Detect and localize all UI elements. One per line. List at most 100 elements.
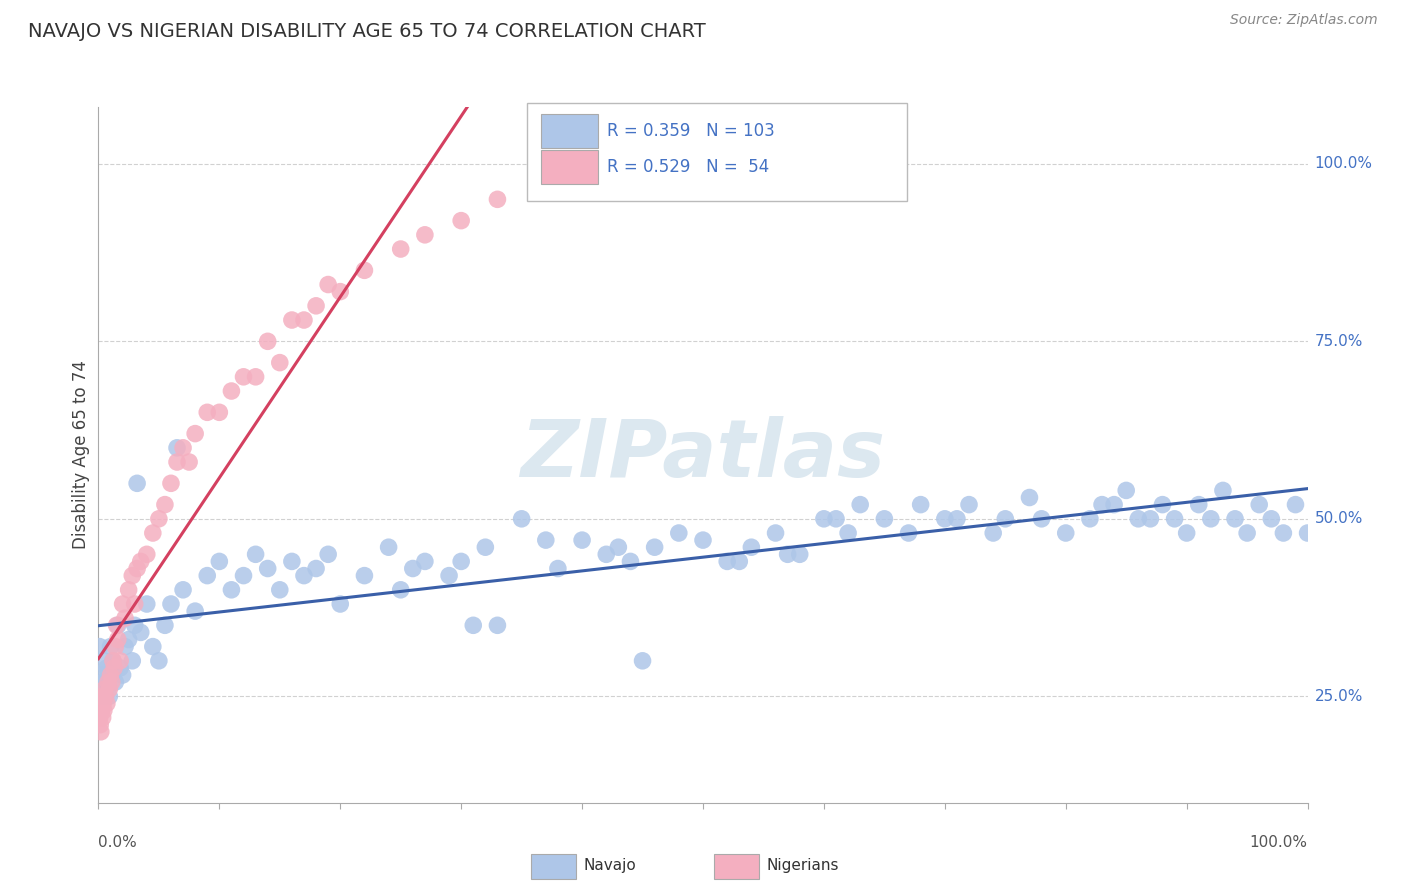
- Point: [107, 632, 129, 647]
- Point: [571, 533, 593, 548]
- Point: [728, 554, 751, 568]
- Point: [269, 356, 291, 370]
- Text: R = 0.359   N = 103: R = 0.359 N = 103: [607, 122, 775, 140]
- Point: [789, 547, 811, 561]
- Point: [316, 277, 339, 292]
- Point: [195, 405, 218, 419]
- Text: NAVAJO VS NIGERIAN DISABILITY AGE 65 TO 74 CORRELATION CHART: NAVAJO VS NIGERIAN DISABILITY AGE 65 TO …: [28, 22, 706, 41]
- Point: [127, 561, 149, 575]
- Point: [377, 540, 399, 554]
- Point: [316, 547, 339, 561]
- Point: [474, 540, 496, 554]
- Point: [107, 618, 129, 632]
- Point: [1223, 512, 1246, 526]
- Point: [329, 285, 352, 299]
- Point: [103, 661, 125, 675]
- Point: [1152, 498, 1174, 512]
- Point: [91, 710, 114, 724]
- Point: [1163, 512, 1185, 526]
- Point: [114, 640, 136, 654]
- Point: [256, 561, 278, 575]
- Point: [957, 498, 980, 512]
- Point: [91, 675, 114, 690]
- Point: [90, 724, 112, 739]
- Point: [208, 405, 231, 419]
- Point: [716, 554, 738, 568]
- Point: [172, 582, 194, 597]
- Point: [100, 675, 122, 690]
- Point: [98, 690, 121, 704]
- Point: [98, 682, 121, 697]
- Point: [450, 213, 472, 227]
- Point: [96, 661, 118, 675]
- Point: [89, 640, 111, 654]
- Point: [619, 554, 641, 568]
- Point: [111, 668, 134, 682]
- Point: [129, 554, 152, 568]
- Point: [153, 618, 176, 632]
- Point: [104, 675, 127, 690]
- Point: [124, 618, 146, 632]
- Text: Source: ZipAtlas.com: Source: ZipAtlas.com: [1230, 13, 1378, 28]
- Text: 75.0%: 75.0%: [1315, 334, 1362, 349]
- Point: [160, 597, 183, 611]
- Point: [1236, 526, 1258, 541]
- Point: [91, 690, 114, 704]
- Point: [1102, 498, 1125, 512]
- Point: [245, 547, 267, 561]
- Point: [281, 313, 304, 327]
- Point: [135, 597, 157, 611]
- Point: [184, 426, 207, 441]
- Point: [437, 568, 460, 582]
- Text: 25.0%: 25.0%: [1315, 689, 1362, 704]
- Point: [245, 369, 267, 384]
- Point: [124, 597, 146, 611]
- Point: [329, 597, 352, 611]
- Point: [232, 369, 254, 384]
- Point: [166, 455, 188, 469]
- Point: [96, 697, 118, 711]
- Point: [172, 441, 194, 455]
- Point: [849, 498, 872, 512]
- Point: [765, 526, 787, 541]
- Point: [97, 668, 120, 682]
- Point: [89, 710, 111, 724]
- Point: [1018, 491, 1040, 505]
- Point: [111, 597, 134, 611]
- Point: [353, 263, 375, 277]
- Point: [118, 582, 141, 597]
- Point: [1128, 512, 1150, 526]
- Point: [1078, 512, 1101, 526]
- Point: [1188, 498, 1211, 512]
- Point: [946, 512, 969, 526]
- Point: [994, 512, 1017, 526]
- Text: 50.0%: 50.0%: [1315, 511, 1362, 526]
- Point: [153, 498, 176, 512]
- Point: [101, 654, 124, 668]
- Point: [353, 568, 375, 582]
- Point: [644, 540, 666, 554]
- Point: [1212, 483, 1234, 498]
- Point: [97, 675, 120, 690]
- Point: [104, 640, 127, 654]
- Point: [101, 654, 124, 668]
- Point: [142, 640, 165, 654]
- Point: [108, 654, 131, 668]
- Point: [486, 618, 509, 632]
- Point: [389, 582, 412, 597]
- Point: [94, 690, 117, 704]
- Point: [93, 704, 115, 718]
- Point: [825, 512, 848, 526]
- Point: [1139, 512, 1161, 526]
- Text: Nigerians: Nigerians: [766, 858, 839, 872]
- Point: [547, 561, 569, 575]
- Point: [510, 512, 533, 526]
- Point: [1272, 526, 1295, 541]
- Point: [305, 299, 328, 313]
- Point: [813, 512, 835, 526]
- Point: [100, 640, 122, 654]
- Point: [450, 554, 472, 568]
- Point: [305, 561, 328, 575]
- Point: [1115, 483, 1137, 498]
- Point: [91, 697, 114, 711]
